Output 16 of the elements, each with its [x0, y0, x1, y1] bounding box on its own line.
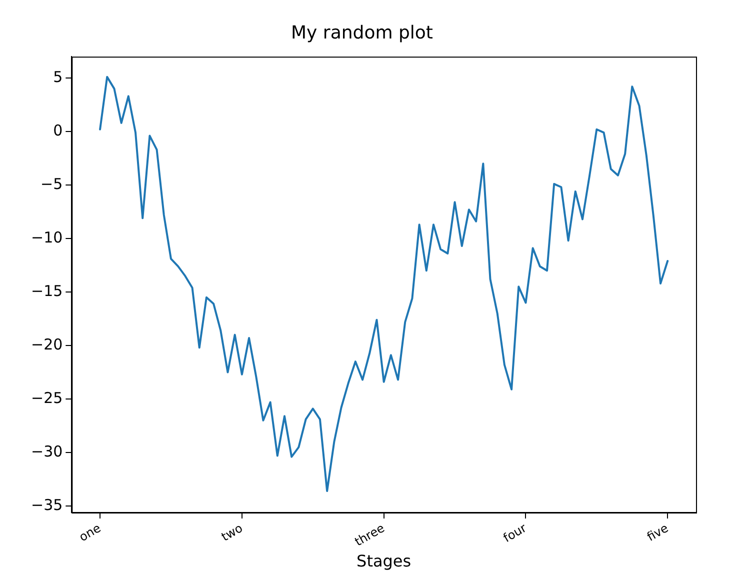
x-tick-label: one	[76, 520, 104, 544]
x-tick-label: four	[500, 520, 529, 546]
y-tick-label: −25	[31, 388, 63, 407]
y-tick-label: 0	[53, 121, 63, 140]
x-tick-label: two	[219, 520, 245, 544]
y-tick-label: −10	[31, 228, 63, 246]
x-tick-label: five	[644, 520, 671, 544]
y-tick-label: 5	[53, 68, 63, 86]
y-tick-label: −30	[31, 442, 63, 460]
y-tick-label: −35	[31, 496, 63, 514]
y-tick-label: −20	[31, 335, 63, 354]
chart-title: My random plot	[291, 22, 433, 44]
y-tick-label: −15	[31, 282, 63, 300]
x-tick-label: three	[352, 520, 387, 549]
x-axis-title: Stages	[356, 552, 412, 571]
y-tick-label: −5	[40, 174, 63, 193]
